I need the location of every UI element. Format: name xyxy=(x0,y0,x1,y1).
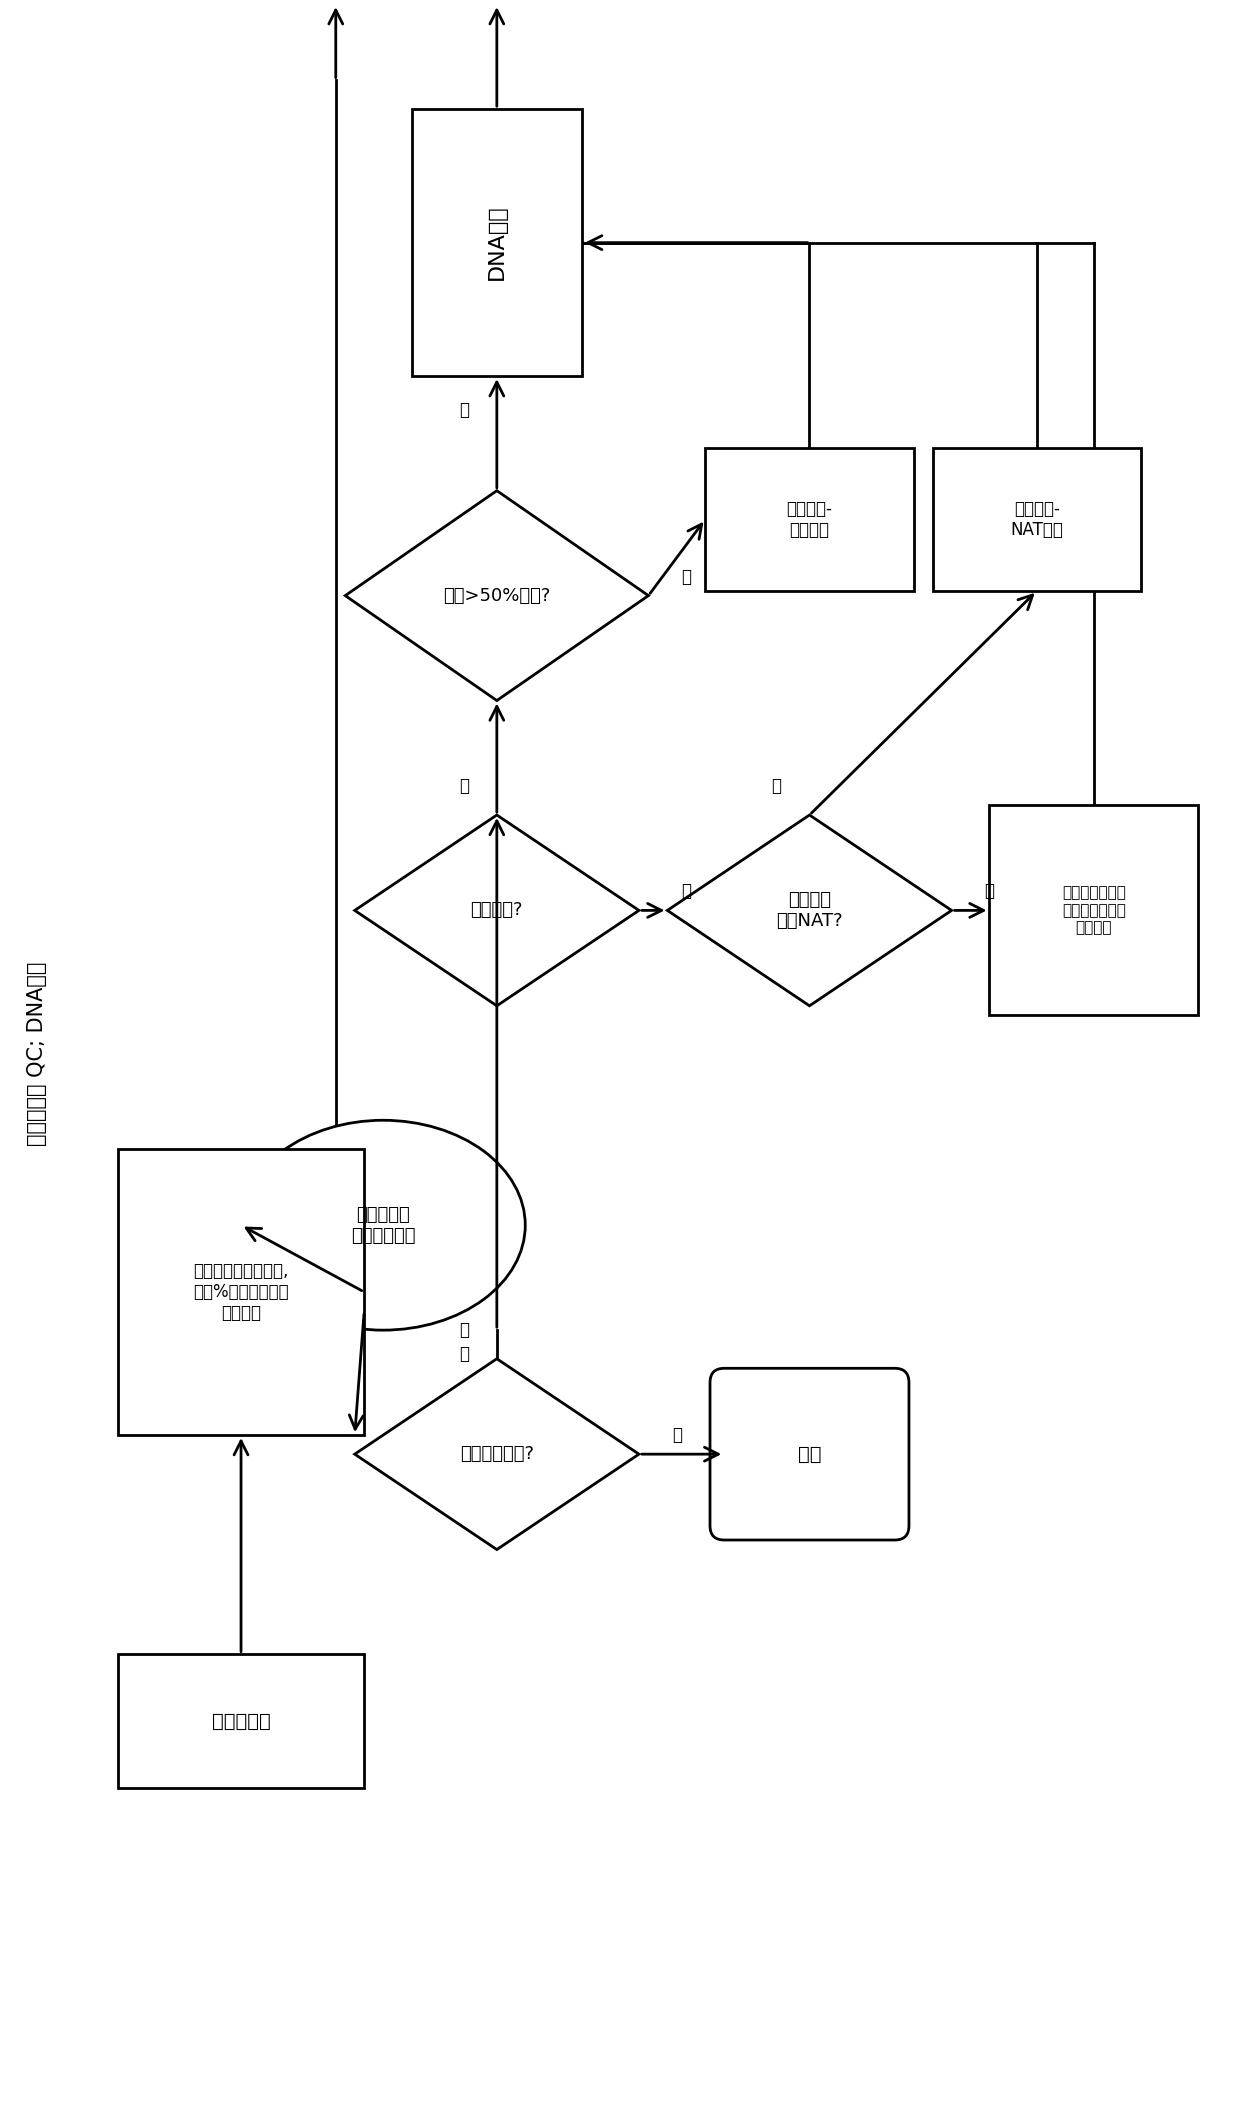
Text: 弃样: 弃样 xyxy=(797,1445,821,1464)
FancyBboxPatch shape xyxy=(706,449,914,590)
Text: 样品>50%肿瘤?: 样品>50%肿瘤? xyxy=(443,586,551,605)
FancyBboxPatch shape xyxy=(412,110,582,377)
Text: 是: 是 xyxy=(459,1344,469,1363)
Polygon shape xyxy=(355,815,639,1005)
Text: 接收的样本: 接收的样本 xyxy=(212,1711,270,1730)
FancyBboxPatch shape xyxy=(711,1367,909,1540)
FancyBboxPatch shape xyxy=(118,1148,365,1435)
Text: 血管可用?: 血管可用? xyxy=(471,902,523,919)
Text: 是: 是 xyxy=(459,400,469,419)
Text: 数据前端至
变异检测算法: 数据前端至 变异检测算法 xyxy=(351,1205,415,1245)
Text: 样本中可
取得NAT?: 样本中可 取得NAT? xyxy=(776,891,843,929)
Text: 大体解剖-
NAT回收: 大体解剖- NAT回收 xyxy=(1011,499,1064,539)
Text: 否: 否 xyxy=(681,883,692,900)
Text: 样品接收和 QC; DNA分离: 样品接收和 QC; DNA分离 xyxy=(27,961,47,1146)
Text: 标记用于不需要
匹配正常物情况
下的分析: 标记用于不需要 匹配正常物情况 下的分析 xyxy=(1061,885,1126,936)
Text: 否: 否 xyxy=(672,1426,682,1443)
Text: 大体解剖-
样本肿瘤: 大体解剖- 样本肿瘤 xyxy=(786,499,832,539)
Text: 是: 是 xyxy=(459,777,469,796)
Text: 捕获的肿瘤样本图像,
肿瘤%和记录的细胞
结构数据: 捕获的肿瘤样本图像, 肿瘤%和记录的细胞 结构数据 xyxy=(193,1262,289,1321)
Ellipse shape xyxy=(241,1121,526,1330)
Polygon shape xyxy=(667,815,951,1005)
Text: 是: 是 xyxy=(459,1321,469,1340)
Text: 是: 是 xyxy=(771,777,781,796)
Text: DNA分离: DNA分离 xyxy=(487,204,507,280)
Polygon shape xyxy=(355,1359,639,1549)
FancyBboxPatch shape xyxy=(990,805,1198,1016)
Polygon shape xyxy=(345,491,649,700)
Text: 存在肿瘤组织?: 存在肿瘤组织? xyxy=(460,1445,534,1462)
FancyBboxPatch shape xyxy=(118,1654,365,1789)
Text: 否: 否 xyxy=(681,567,692,586)
FancyBboxPatch shape xyxy=(932,449,1141,590)
Text: 否: 否 xyxy=(985,883,994,900)
